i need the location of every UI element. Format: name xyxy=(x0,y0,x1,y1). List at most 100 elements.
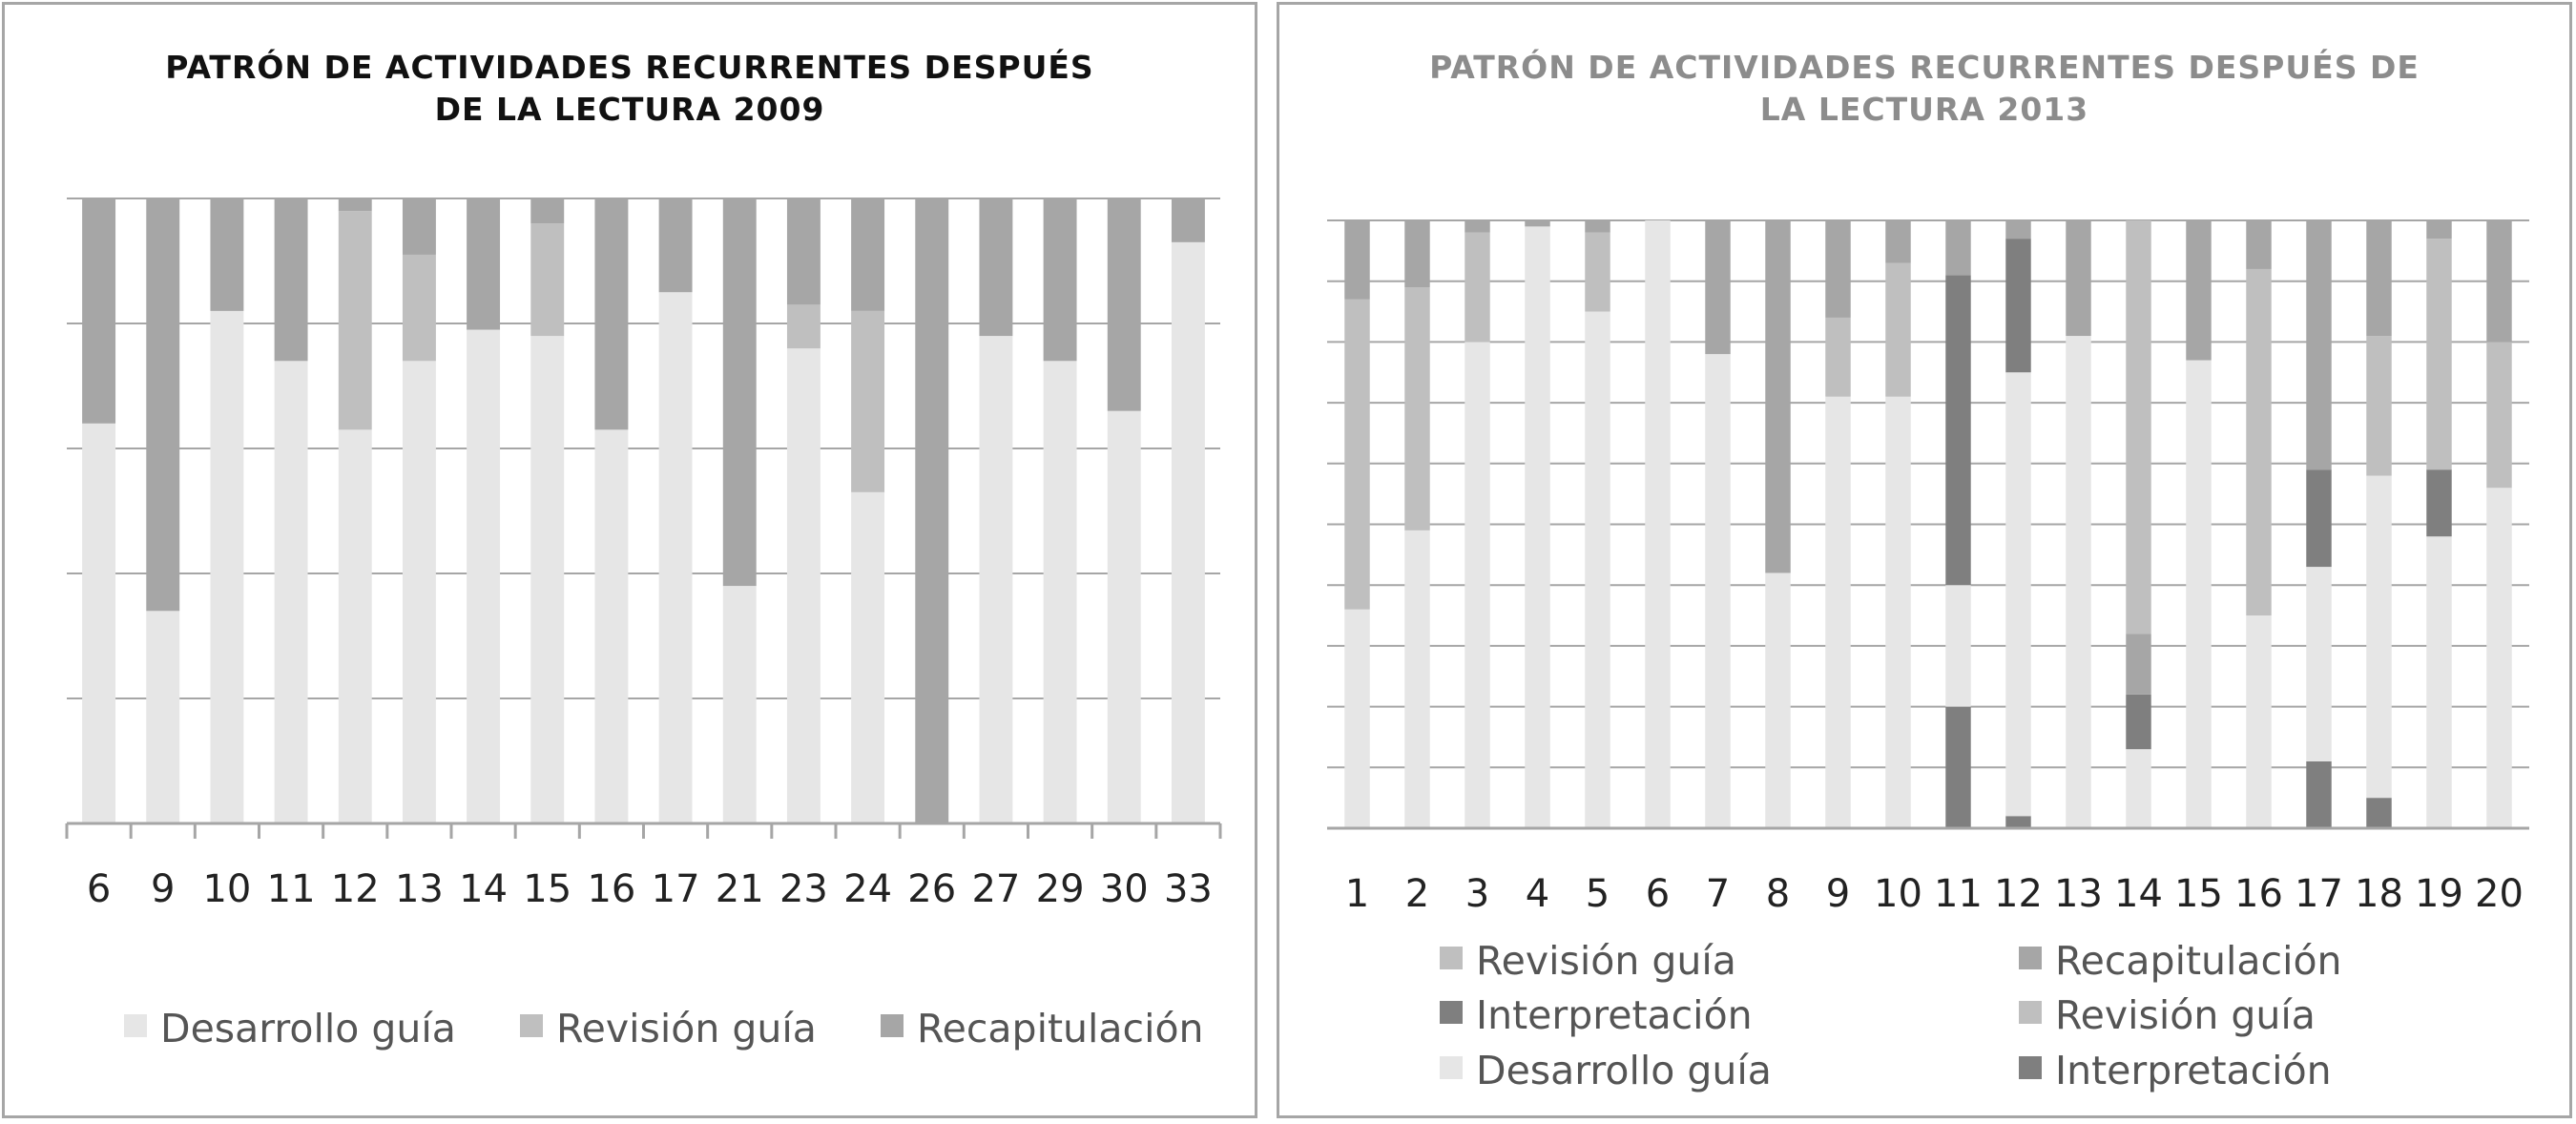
bar-2013-5-revision-guia-5 xyxy=(1585,232,1610,312)
bar-2013-7-desarrollo-guia-1 xyxy=(1705,354,1731,828)
legend-label: Revisión guía xyxy=(2055,992,2316,1038)
chart-title-2013: PATRÓN DE ACTIVIDADES RECURRENTES DESPUÉ… xyxy=(1279,47,2569,131)
legend-swatch xyxy=(2019,947,2042,969)
bar-2013-18-desarrollo-guia-1 xyxy=(2366,475,2392,799)
x-tick-label-2013-7: 7 xyxy=(1706,872,1730,916)
bar-2009-12-desarrollo-guia-0 xyxy=(338,429,372,823)
x-tick-label-2009-11: 11 xyxy=(267,867,316,911)
bar-2009-13-recapitulacion-2 xyxy=(402,198,436,255)
bar-2013-18-interpretacion-0 xyxy=(2366,798,2392,828)
bar-2013-19-interpretacion-3 xyxy=(2426,469,2452,537)
bar-2009-14-recapitulacion-2 xyxy=(467,198,501,330)
x-tick-label-2013-14: 14 xyxy=(2114,872,2163,916)
legend-label: Revisión guía xyxy=(556,1006,817,1051)
x-tick-label-2013-8: 8 xyxy=(1766,872,1790,916)
chart-svg-2009: 6 9 10 11 12 13 14 15 16 17 21 23 24 26 27 29 30 33 Desarr… xyxy=(65,198,1222,1051)
bar-2009-10-recapitulacion-2 xyxy=(210,198,244,311)
x-tick-label-2009-29: 29 xyxy=(1036,867,1085,911)
legend-item-2009-recapitulacion-2: Recapitulación xyxy=(881,1006,1204,1051)
bar-2013-17-interpretacion-0 xyxy=(2306,760,2332,828)
x-tick-label-2013-9: 9 xyxy=(1826,872,1850,916)
x-tick-label-2009-24: 24 xyxy=(843,867,892,911)
bar-2013-14-interpretacion-3 xyxy=(2126,694,2151,750)
bar-2013-18-revision-guia-5 xyxy=(2366,336,2392,476)
x-tick-label-2013-1: 1 xyxy=(1345,872,1369,916)
bar-2009-27-recapitulacion-2 xyxy=(979,198,1013,337)
bar-2013-12-interpretacion-3 xyxy=(2005,239,2031,373)
bar-2013-11-desarrollo-guia-1 xyxy=(1945,585,1971,707)
bar-2009-29-desarrollo-guia-0 xyxy=(1043,361,1077,823)
legend-swatch xyxy=(1440,1056,1463,1079)
bar-2013-8-recapitulacion-6 xyxy=(1765,220,1791,573)
bar-2009-17-desarrollo-guia-0 xyxy=(658,292,693,823)
bar-2013-2-revision-guia-5 xyxy=(1404,287,1430,531)
legend-swatch xyxy=(2019,1001,2042,1024)
bar-2013-5-desarrollo-guia-1 xyxy=(1585,311,1610,828)
x-tick-label-2013-19: 19 xyxy=(2415,872,2463,916)
bar-2013-4-desarrollo-guia-1 xyxy=(1525,226,1550,828)
bar-2013-3-recapitulacion-6 xyxy=(1465,220,1490,233)
bar-2013-1-recapitulacion-6 xyxy=(1344,220,1370,300)
legend-swatch xyxy=(520,1014,543,1037)
bar-2013-10-recapitulacion-6 xyxy=(1885,220,1911,263)
x-tick-label-2013-13: 13 xyxy=(2054,872,2103,916)
bar-2009-11-recapitulacion-2 xyxy=(274,198,308,362)
chart-title-2009-line-1: PATRÓN DE ACTIVIDADES RECURRENTES DESPUÉ… xyxy=(165,49,1094,86)
bar-2009-6-desarrollo-guia-0 xyxy=(82,423,116,823)
x-tick-label-2013-17: 17 xyxy=(2295,872,2343,916)
bar-2013-12-recapitulacion-6 xyxy=(2005,220,2031,239)
bar-2009-24-revision-guia-1 xyxy=(851,310,885,492)
bar-2013-20-recapitulacion-6 xyxy=(2486,220,2512,343)
chart-title-2009: PATRÓN DE ACTIVIDADES RECURRENTES DESPUÉ… xyxy=(5,47,1255,131)
bar-2009-33-desarrollo-guia-0 xyxy=(1171,241,1205,824)
bar-2013-2-recapitulacion-6 xyxy=(1404,220,1430,288)
bar-2013-20-desarrollo-guia-1 xyxy=(2486,488,2512,828)
x-tick-label-2009-6: 6 xyxy=(87,867,111,911)
bar-2013-8-desarrollo-guia-1 xyxy=(1765,572,1791,828)
bar-2013-11-interpretacion-0 xyxy=(1945,706,1971,828)
legend-item-2013-recapitulacion-1: Recapitulación xyxy=(2019,938,2342,984)
bar-2013-14-recapitulacion-4 xyxy=(2126,634,2151,695)
bar-2013-19-desarrollo-guia-1 xyxy=(2426,536,2452,828)
bar-2009-12-revision-guia-1 xyxy=(338,211,372,430)
bar-2009-30-desarrollo-guia-0 xyxy=(1107,410,1141,823)
bar-2009-10-desarrollo-guia-0 xyxy=(210,310,244,823)
bar-2009-9-recapitulacion-2 xyxy=(146,198,180,612)
legend-swatch xyxy=(124,1014,147,1037)
legend-item-2009-revision-guia-1: Revisión guía xyxy=(520,1006,817,1051)
x-tick-label-2013-5: 5 xyxy=(1586,872,1610,916)
chart-title-2009-line-2: DE LA LECTURA 2009 xyxy=(434,91,825,128)
chart-title-2013-line-1: PATRÓN DE ACTIVIDADES RECURRENTES DESPUÉ… xyxy=(1429,49,2420,86)
bar-2013-6-desarrollo-guia-1 xyxy=(1645,220,1671,828)
legend-label: Recapitulación xyxy=(2055,938,2342,984)
legend-swatch xyxy=(2019,1056,2042,1079)
x-tick-label-2013-20: 20 xyxy=(2475,872,2524,916)
bar-2013-17-interpretacion-3 xyxy=(2306,469,2332,568)
bar-2013-17-recapitulacion-6 xyxy=(2306,220,2332,470)
x-tick-label-2009-16: 16 xyxy=(587,867,635,911)
bar-2013-14-desarrollo-guia-1 xyxy=(2126,749,2151,828)
bar-2013-4-recapitulacion-6 xyxy=(1525,220,1550,227)
x-tick-label-2009-14: 14 xyxy=(459,867,508,911)
bar-2009-24-recapitulacion-2 xyxy=(851,198,885,311)
bar-2009-27-desarrollo-guia-0 xyxy=(979,336,1013,823)
bar-2009-13-revision-guia-1 xyxy=(402,254,436,362)
x-tick-label-2013-18: 18 xyxy=(2355,872,2403,916)
bar-2013-12-desarrollo-guia-1 xyxy=(2005,372,2031,817)
legend-item-2013-interpretacion-2: Interpretación xyxy=(1440,992,1753,1038)
x-tick-label-2013-10: 10 xyxy=(1874,872,1922,916)
bar-2009-21-recapitulacion-2 xyxy=(722,198,757,587)
bar-2013-16-revision-guia-5 xyxy=(2246,268,2272,616)
x-tick-label-2009-13: 13 xyxy=(395,867,444,911)
bar-2009-12-recapitulacion-2 xyxy=(338,198,372,212)
bar-2013-17-desarrollo-guia-1 xyxy=(2306,567,2332,761)
x-tick-label-2013-6: 6 xyxy=(1646,872,1670,916)
bar-2013-16-recapitulacion-6 xyxy=(2246,220,2272,269)
legend-swatch xyxy=(1440,1001,1463,1024)
x-tick-label-2013-2: 2 xyxy=(1405,872,1429,916)
bar-2009-9-desarrollo-guia-0 xyxy=(146,611,180,823)
x-tick-label-2013-15: 15 xyxy=(2174,872,2223,916)
legend-item-2013-revision-guia-0: Revisión guía xyxy=(1440,938,1736,984)
bar-2013-15-recapitulacion-6 xyxy=(2186,220,2212,361)
x-tick-label-2009-9: 9 xyxy=(151,867,175,911)
